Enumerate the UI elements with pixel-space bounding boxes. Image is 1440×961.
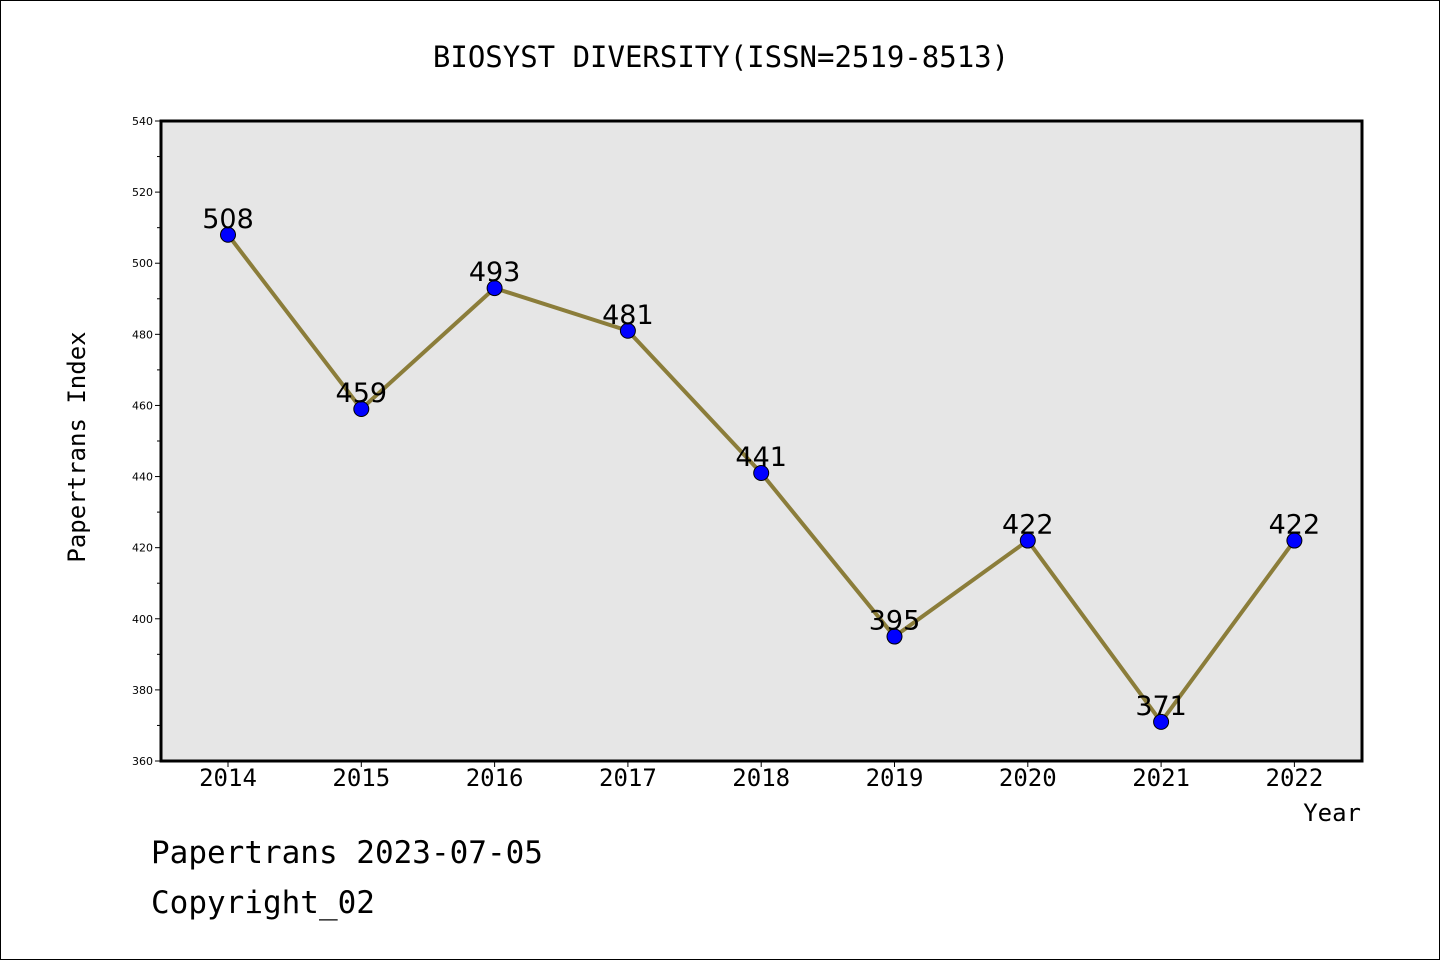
data-label: 395 xyxy=(869,606,921,637)
data-point-marker xyxy=(886,628,903,645)
data-points xyxy=(220,226,1303,730)
x-tick-label: 2015 xyxy=(332,764,390,792)
x-tick-label: 2019 xyxy=(866,764,924,792)
data-point-marker xyxy=(486,280,503,297)
data-label: 371 xyxy=(1135,691,1187,722)
x-axis: 2014 2015 2016 2017 2018 2019 2020 2021 2022 xyxy=(199,761,1323,792)
y-tick-label: 380 xyxy=(132,684,153,697)
y-tick-label: 480 xyxy=(132,328,153,341)
footer-copyright-text: Copyright_02 xyxy=(151,885,375,921)
data-point-marker xyxy=(753,465,770,481)
data-labels: 508 459 493 481 441 395 422 371 422 xyxy=(202,204,1320,722)
data-label: 441 xyxy=(735,442,787,473)
y-tick-label: 360 xyxy=(132,755,153,768)
data-point-marker xyxy=(353,401,370,417)
data-label: 422 xyxy=(1269,510,1321,541)
y-tick-label: 500 xyxy=(132,257,153,270)
x-tick-label: 2022 xyxy=(1266,764,1324,792)
data-point-marker xyxy=(1153,713,1170,730)
data-label: 493 xyxy=(469,257,521,288)
data-label: 422 xyxy=(1002,510,1054,541)
y-tick-label: 540 xyxy=(132,115,153,128)
y-tick-label: 460 xyxy=(132,399,153,412)
x-tick-label: 2014 xyxy=(199,764,257,792)
y-tick-label: 440 xyxy=(132,471,153,484)
x-tick-label: 2017 xyxy=(599,764,657,792)
data-point-marker xyxy=(619,322,636,339)
plot-area xyxy=(159,119,1364,763)
chart-title: BIOSYST DIVERSITY(ISSN=2519-8513) xyxy=(433,40,1009,74)
x-tick-label: 2016 xyxy=(466,764,524,792)
y-axis: 360 380 400 420 440 460 480 500 520 540 xyxy=(132,115,161,768)
data-label: 508 xyxy=(202,204,254,235)
y-tick-label: 400 xyxy=(132,613,153,626)
footer-date-text: Papertrans 2023-07-05 xyxy=(151,835,543,871)
data-label: 459 xyxy=(336,378,388,409)
data-point-marker xyxy=(220,226,236,243)
data-point-marker xyxy=(1019,532,1036,549)
x-axis-label: Year xyxy=(1303,799,1361,827)
y-axis-label: Papertrans Index xyxy=(63,331,91,562)
x-tick-label: 2020 xyxy=(999,764,1057,792)
y-tick-label: 520 xyxy=(132,186,153,199)
x-tick-label: 2021 xyxy=(1132,764,1190,792)
data-point-marker xyxy=(1286,532,1303,549)
data-label: 481 xyxy=(602,300,654,331)
y-tick-label: 420 xyxy=(132,542,153,555)
x-tick-label: 2018 xyxy=(732,764,790,792)
